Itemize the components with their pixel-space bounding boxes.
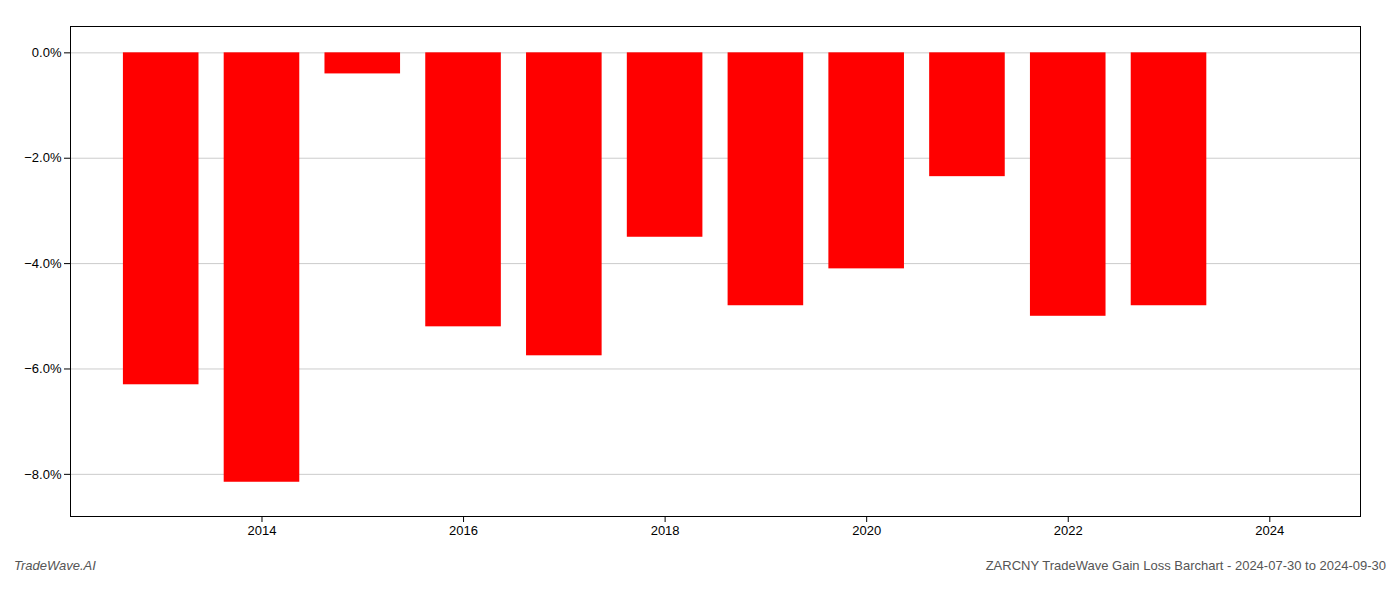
html-text:TradeWave.AI: TradeWave.AI [14,558,96,573]
svg-text:2022: 2022 [1054,523,1083,538]
svg-text:2014: 2014 [248,523,277,538]
svg-text:2016: 2016 [449,523,478,538]
svg-text:−6.0%: −6.0% [24,361,62,376]
svg-text:0.0%: 0.0% [32,45,62,60]
svg-text:−8.0%: −8.0% [24,467,62,482]
svg-text:2018: 2018 [651,523,680,538]
svg-text:−2.0%: −2.0% [24,150,62,165]
html-text:ZARCNY TradeWave Gain Loss Bar: ZARCNY TradeWave Gain Loss Barchart - 20… [985,558,1386,573]
svg-text:−4.0%: −4.0% [24,256,62,271]
svg-text:2024: 2024 [1255,523,1284,538]
svg-text:2020: 2020 [852,523,881,538]
